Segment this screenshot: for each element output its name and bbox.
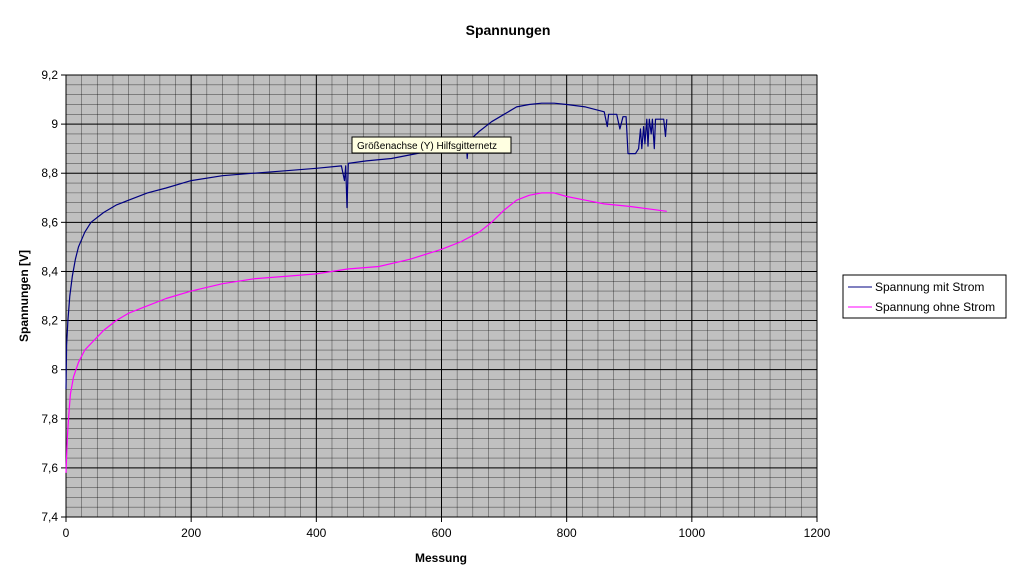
- series-line-2[interactable]: [65, 192, 667, 473]
- y-tick-label: 9: [51, 117, 58, 131]
- x-tick-label: 0: [63, 526, 70, 540]
- series-group[interactable]: [65, 102, 668, 473]
- y-tick-label: 7,8: [41, 412, 58, 426]
- y-axis[interactable]: 7,4 7,6 7,8 8 8,2 8,4 8,6 8,8 9 9,2: [41, 68, 66, 524]
- tooltip: Größenachse (Y) Hilfsgitternetz: [351, 136, 512, 154]
- tooltip-text: Größenachse (Y) Hilfsgitternetz: [357, 141, 497, 152]
- y-tick-label: 8,6: [41, 215, 58, 229]
- y-axis-title: Spannungen [V]: [17, 250, 31, 342]
- legend[interactable]: Spannung mit Strom Spannung ohne Strom: [842, 274, 1007, 319]
- legend-label-series-2: Spannung ohne Strom: [875, 300, 995, 314]
- tooltip-box: [351, 136, 512, 154]
- series-line-1[interactable]: [65, 102, 668, 390]
- x-axis-title: Messung: [415, 551, 467, 565]
- legend-box[interactable]: [842, 274, 1007, 319]
- x-tick-label: 1200: [804, 526, 831, 540]
- legend-label-series-1: Spannung mit Strom: [875, 280, 984, 294]
- y-tick-label: 7,4: [41, 510, 58, 524]
- x-tick-label: 600: [431, 526, 451, 540]
- y-tick-label: 7,6: [41, 461, 58, 475]
- x-tick-label: 1000: [678, 526, 705, 540]
- y-tick-label: 9,2: [41, 68, 58, 82]
- y-tick-label: 8: [51, 363, 58, 377]
- chart-title: Spannungen: [466, 22, 551, 38]
- x-tick-label: 200: [181, 526, 201, 540]
- y-tick-label: 8,4: [41, 264, 58, 278]
- x-tick-label: 400: [306, 526, 326, 540]
- y-tick-label: 8,8: [41, 166, 58, 180]
- y-tick-label: 8,2: [41, 314, 58, 328]
- x-tick-label: 800: [557, 526, 577, 540]
- x-axis[interactable]: 0 200 400 600 800 1000 1200: [63, 517, 831, 540]
